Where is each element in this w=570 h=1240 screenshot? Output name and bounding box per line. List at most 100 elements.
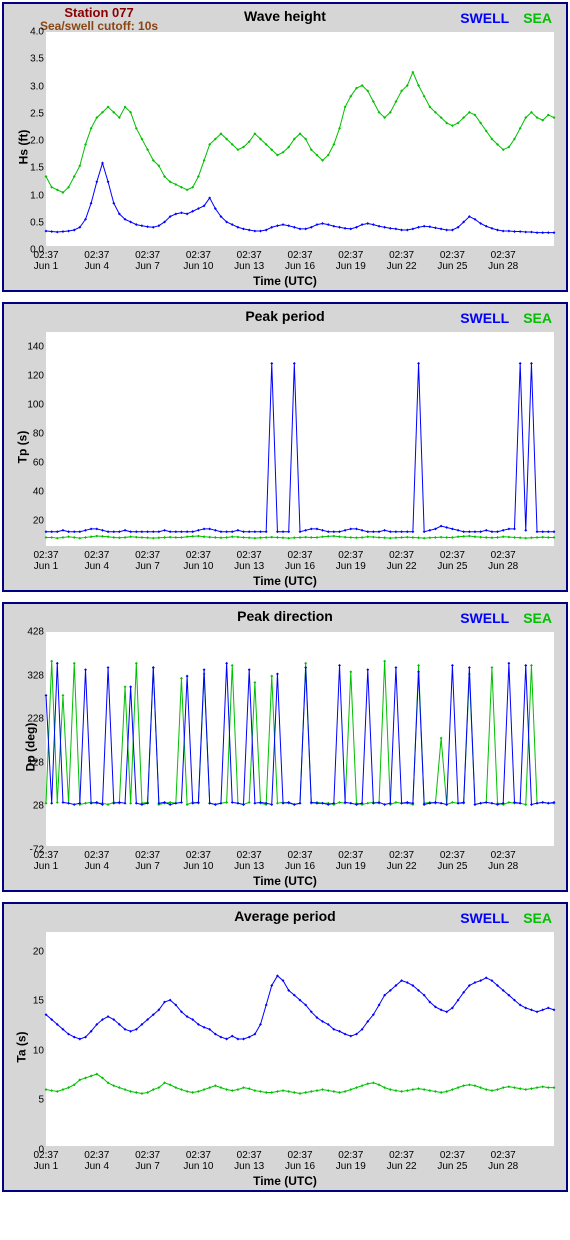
chart-title: Average period	[234, 908, 335, 924]
series-sea	[45, 535, 556, 540]
xtick-label: 02:37Jun 25	[437, 251, 467, 272]
ytick-label: 5	[20, 1095, 44, 1106]
xtick-label: 02:37Jun 13	[234, 851, 264, 872]
ytick-label: 10	[20, 1045, 44, 1056]
ytick-label: 4.0	[20, 27, 44, 38]
ytick-label: 3.0	[20, 81, 44, 92]
series-swell	[45, 974, 556, 1040]
xtick-label: 02:37Jun 28	[488, 551, 518, 572]
xtick-label: 02:37Jun 19	[336, 551, 366, 572]
ytick-label: 28	[20, 801, 44, 812]
xtick-label: 02:37Jun 1	[33, 551, 58, 572]
legend-sea: SEA	[523, 910, 552, 926]
panels-container: Station 077Sea/swell cutoff: 10s Wave hei…	[2, 2, 568, 1192]
xtick-label: 02:37Jun 4	[84, 851, 109, 872]
legend-sea: SEA	[523, 310, 552, 326]
ytick-label: 0.5	[20, 217, 44, 228]
xtick-label: 02:37Jun 16	[285, 251, 315, 272]
legend: SWELL SEA	[460, 310, 552, 326]
x-axis-label: Time (UTC)	[253, 274, 317, 288]
xtick-label: 02:37Jun 4	[84, 551, 109, 572]
chart-title: Wave height	[244, 8, 326, 24]
xtick-label: 02:37Jun 4	[84, 1151, 109, 1172]
ytick-label: 1.5	[20, 163, 44, 174]
ytick-label: 80	[20, 428, 44, 439]
xtick-label: 02:37Jun 19	[336, 1151, 366, 1172]
series-sea	[45, 660, 556, 806]
xtick-label: 02:37Jun 10	[183, 251, 213, 272]
panel-peak_period: Peak periodSWELLSEATp (s)Time (UTC)20406…	[2, 302, 568, 592]
xtick-label: 02:37Jun 1	[33, 251, 58, 272]
ytick-label: 120	[20, 370, 44, 381]
series-swell	[45, 362, 556, 533]
xtick-label: 02:37Jun 25	[437, 551, 467, 572]
panel-average_period: Average periodSWELLSEATa (s)Time (UTC)05…	[2, 902, 568, 1192]
plot-area	[46, 32, 554, 246]
ytick-label: 40	[20, 486, 44, 497]
station-name: Station 077	[40, 6, 158, 20]
station-block: Station 077Sea/swell cutoff: 10s	[40, 6, 158, 33]
xtick-label: 02:37Jun 7	[135, 851, 160, 872]
ytick-label: 140	[20, 341, 44, 352]
chart-title: Peak period	[245, 308, 324, 324]
legend: SWELL SEA	[460, 910, 552, 926]
ytick-label: 228	[20, 714, 44, 725]
legend-swell: SWELL	[460, 610, 509, 626]
legend: SWELLSEA	[460, 10, 552, 26]
xtick-label: 02:37Jun 22	[387, 1151, 417, 1172]
legend-sea: SEA	[523, 10, 552, 26]
plot-svg	[46, 332, 554, 546]
ytick-label: 60	[20, 457, 44, 468]
ytick-label: 128	[20, 757, 44, 768]
xtick-label: 02:37Jun 22	[387, 251, 417, 272]
xtick-label: 02:37Jun 28	[488, 251, 518, 272]
xtick-label: 02:37Jun 10	[183, 851, 213, 872]
ytick-label: 1.0	[20, 190, 44, 201]
xtick-label: 02:37Jun 10	[183, 1151, 213, 1172]
xtick-label: 02:37Jun 7	[135, 1151, 160, 1172]
plot-svg	[46, 32, 554, 246]
xtick-label: 02:37Jun 16	[285, 551, 315, 572]
legend-sea: SEA	[523, 610, 552, 626]
xtick-label: 02:37Jun 13	[234, 551, 264, 572]
ytick-label: 20	[20, 946, 44, 957]
ytick-label: 100	[20, 399, 44, 410]
xtick-label: 02:37Jun 28	[488, 1151, 518, 1172]
xtick-label: 02:37Jun 7	[135, 551, 160, 572]
series-swell	[45, 162, 556, 234]
plot-svg	[46, 932, 554, 1146]
x-axis-label: Time (UTC)	[253, 1174, 317, 1188]
panel-peak_direction: Peak directionSWELLSEADp (deg)Time (UTC)…	[2, 602, 568, 892]
xtick-label: 02:37Jun 4	[84, 251, 109, 272]
ytick-label: 20	[20, 515, 44, 526]
xtick-label: 02:37Jun 1	[33, 1151, 58, 1172]
chart-title: Peak direction	[237, 608, 333, 624]
ytick-label: 15	[20, 996, 44, 1007]
xtick-label: 02:37Jun 1	[33, 851, 58, 872]
x-axis-label: Time (UTC)	[253, 574, 317, 588]
series-swell	[45, 662, 556, 806]
xtick-label: 02:37Jun 22	[387, 851, 417, 872]
xtick-label: 02:37Jun 25	[437, 851, 467, 872]
xtick-label: 02:37Jun 19	[336, 251, 366, 272]
xtick-label: 02:37Jun 13	[234, 1151, 264, 1172]
panel-wave_height: Station 077Sea/swell cutoff: 10s Wave hei…	[2, 2, 568, 292]
ytick-label: 2.5	[20, 108, 44, 119]
xtick-label: 02:37Jun 19	[336, 851, 366, 872]
plot-area	[46, 632, 554, 846]
xtick-label: 02:37Jun 28	[488, 851, 518, 872]
x-axis-label: Time (UTC)	[253, 874, 317, 888]
xtick-label: 02:37Jun 16	[285, 851, 315, 872]
legend-swell: SWELL	[460, 310, 509, 326]
xtick-label: 02:37Jun 16	[285, 1151, 315, 1172]
legend: SWELL SEA	[460, 610, 552, 626]
legend-swell: SWELL	[460, 910, 509, 926]
xtick-label: 02:37Jun 25	[437, 1151, 467, 1172]
ytick-label: 2.0	[20, 136, 44, 147]
series-sea	[45, 1073, 556, 1095]
xtick-label: 02:37Jun 7	[135, 251, 160, 272]
ytick-label: 328	[20, 670, 44, 681]
xtick-label: 02:37Jun 22	[387, 551, 417, 572]
plot-area	[46, 932, 554, 1146]
plot-area	[46, 332, 554, 546]
